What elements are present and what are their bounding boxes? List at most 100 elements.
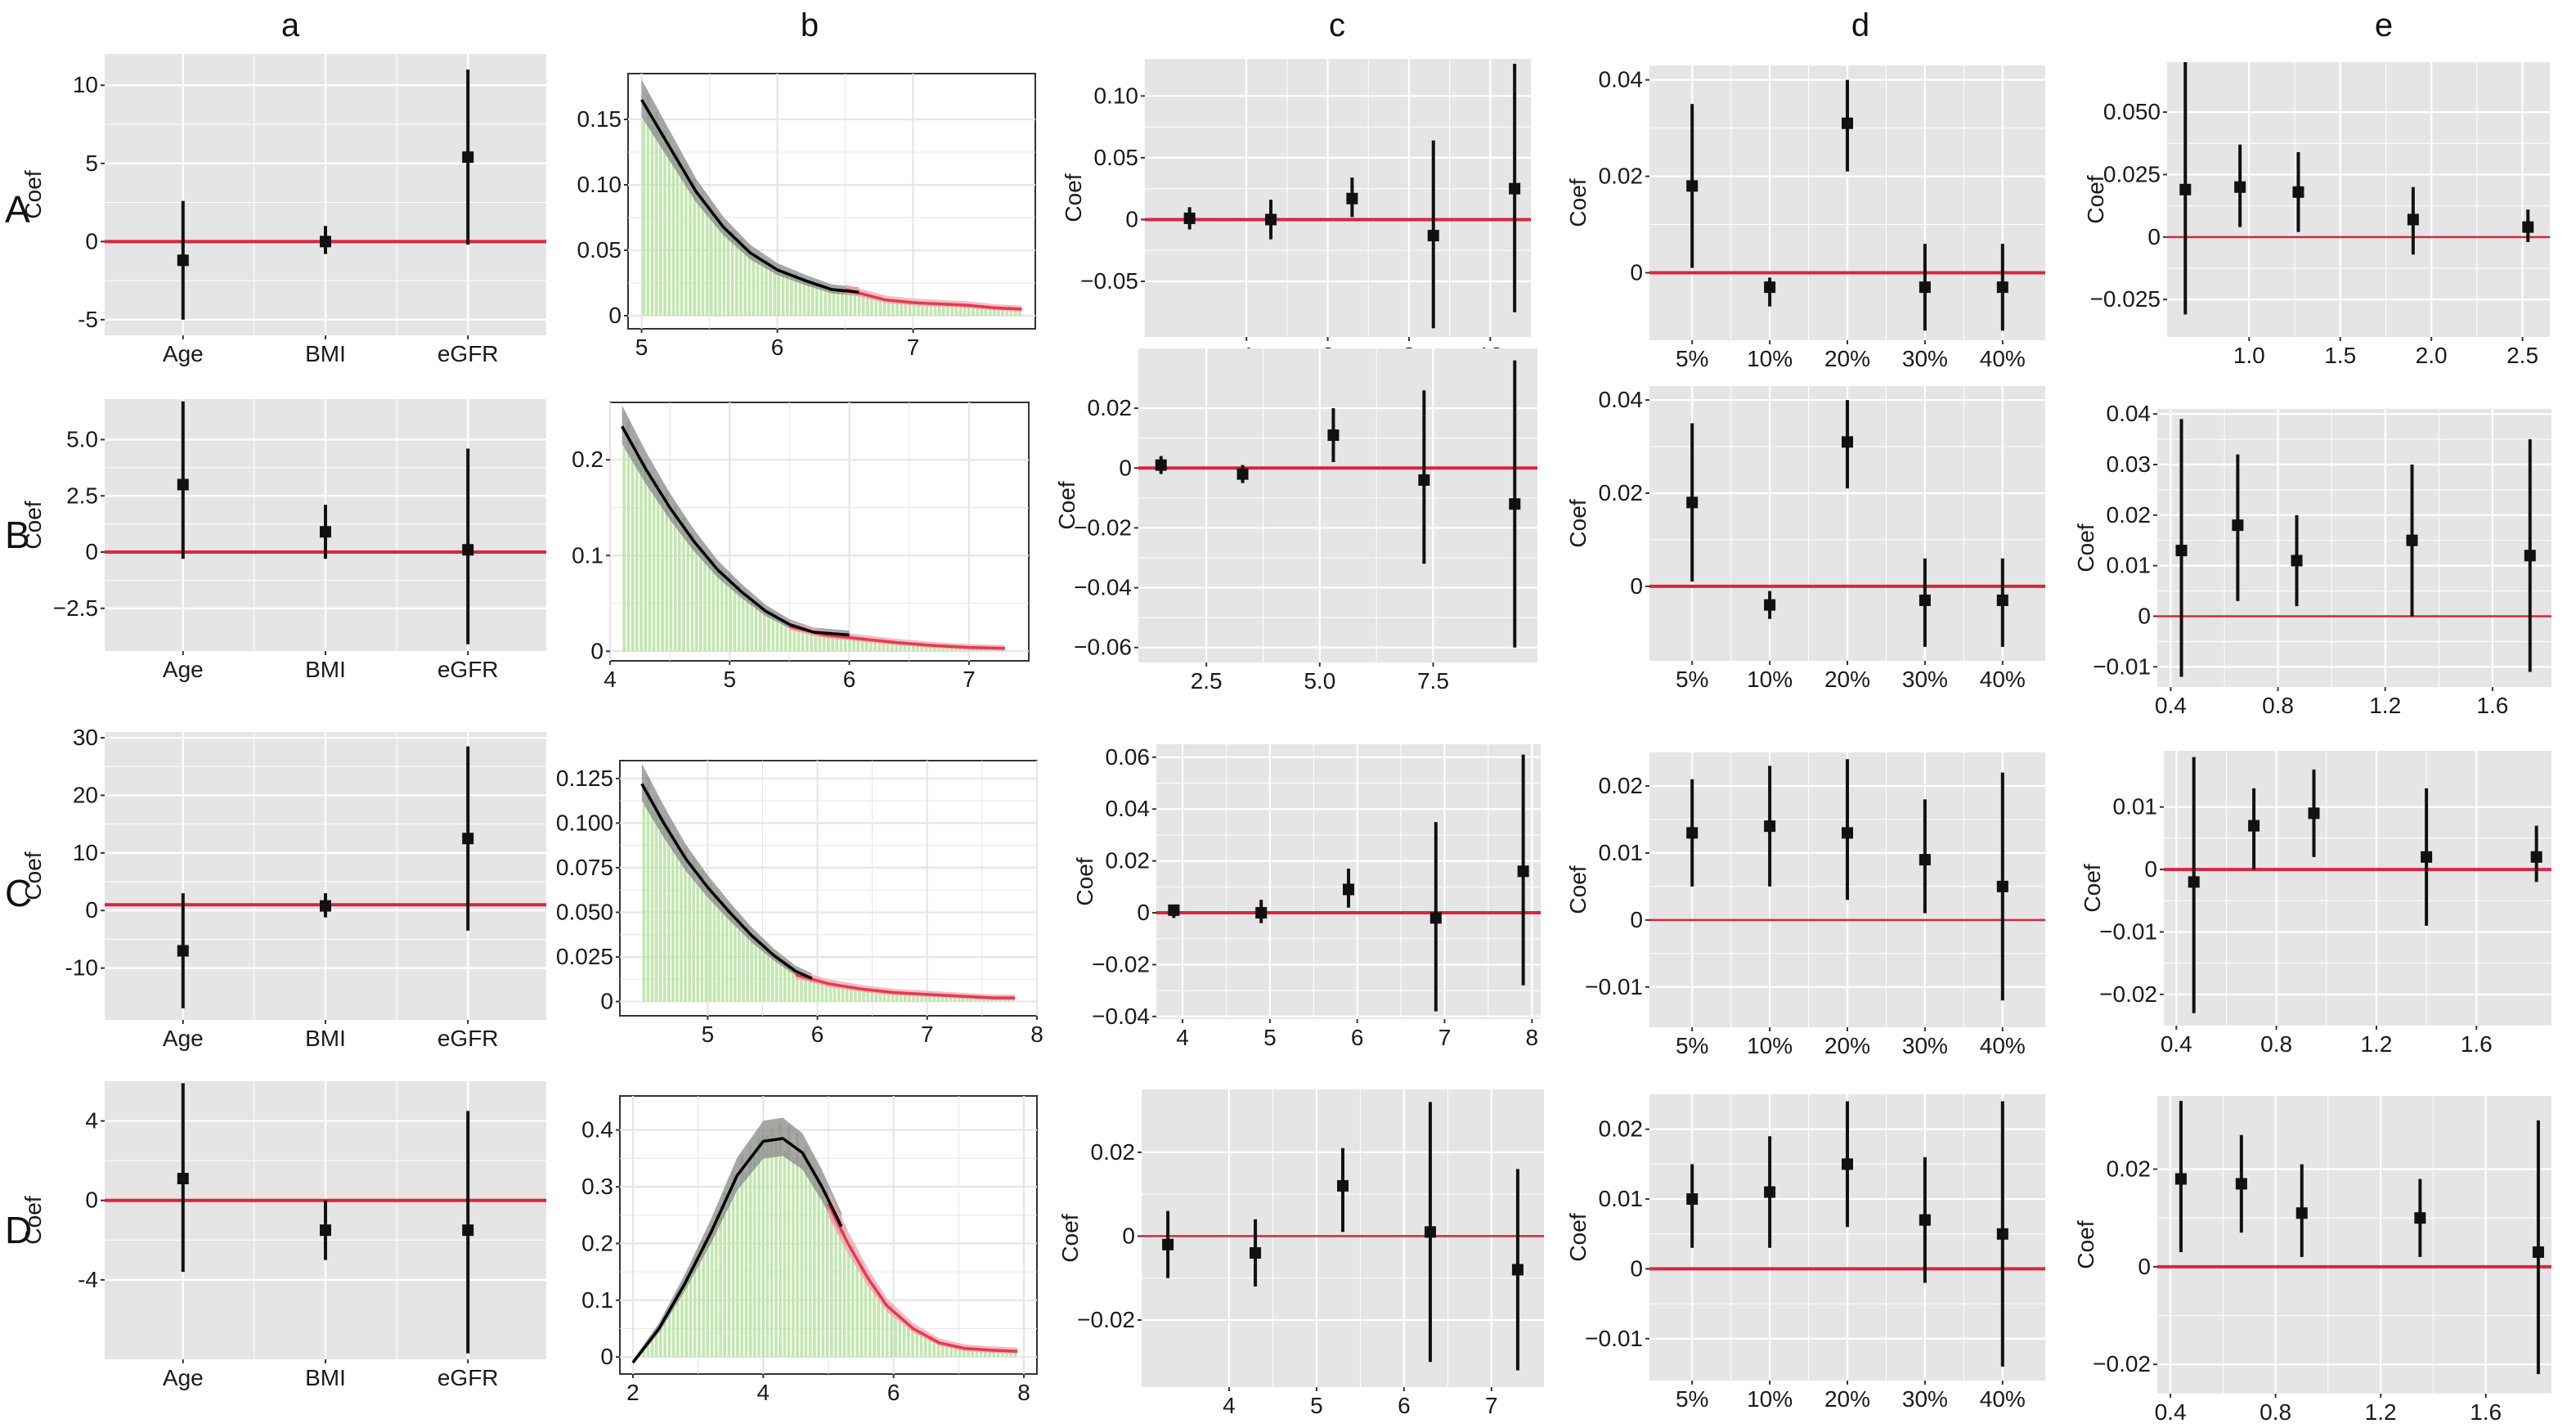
histogram-bar — [779, 960, 783, 1002]
x-tick-label: 20% — [1824, 667, 1870, 692]
histogram-bar — [754, 602, 758, 652]
histogram-bar — [954, 305, 958, 316]
data-point — [2530, 851, 2542, 863]
histogram-bar — [891, 991, 895, 1002]
histogram-bar — [1005, 1350, 1008, 1358]
histogram-bar — [920, 644, 924, 652]
histogram-bar — [984, 1349, 987, 1358]
histogram-bar — [760, 260, 764, 316]
histogram-bar — [715, 1215, 718, 1358]
histogram-bar — [928, 1336, 931, 1358]
histogram-bar — [912, 993, 915, 1002]
histogram-bar — [654, 797, 658, 1002]
y-tick-label: 0 — [1137, 900, 1150, 925]
y-tick-label: 0 — [2138, 1254, 2151, 1279]
histogram-bar — [894, 1316, 898, 1358]
y-tick-label: −0.02 — [1092, 951, 1150, 977]
data-point — [320, 526, 331, 538]
density-curve-black — [640, 99, 859, 294]
x-tick-label: 8 — [1017, 1380, 1030, 1405]
x-tick-label: 2.5 — [1191, 668, 1223, 694]
histogram-bar — [912, 644, 915, 652]
panel-background — [1145, 59, 1531, 337]
histogram-bar — [652, 478, 656, 652]
y-tick-label: 0 — [1630, 907, 1643, 932]
y-axis-title: Coef — [20, 851, 46, 900]
data-point — [1168, 904, 1180, 916]
panel-background — [1142, 1089, 1544, 1387]
y-tick-label: 0 — [2138, 603, 2151, 628]
histogram-bar — [882, 641, 886, 652]
y-tick-label: −0.06 — [1074, 635, 1132, 660]
histogram-bar — [997, 307, 1000, 316]
data-point — [1842, 117, 1853, 129]
data-point — [1424, 1226, 1436, 1238]
histogram-bar — [716, 573, 720, 652]
histogram-bar — [792, 1161, 795, 1358]
data-point — [2532, 1246, 2544, 1258]
x-tick-label: 10% — [1747, 346, 1793, 371]
histogram-bar — [925, 303, 928, 316]
x-tick-label: 10% — [1747, 667, 1793, 692]
histogram-bar — [727, 1198, 731, 1358]
y-tick-label: 5 — [85, 150, 98, 176]
histogram-bar — [963, 305, 967, 316]
y-tick-label: 0.05 — [1094, 145, 1139, 170]
row-label-C: C — [5, 872, 32, 914]
histogram-bar — [827, 635, 830, 652]
data-point — [462, 544, 474, 556]
histogram-bar — [747, 246, 752, 316]
histogram-bar — [822, 633, 826, 652]
x-tick-label: eGFR — [438, 1026, 499, 1051]
histogram-bar — [622, 447, 626, 652]
x-tick-label: 20% — [1824, 1033, 1870, 1058]
histogram-bar — [873, 1283, 876, 1358]
x-tick-label: 0.8 — [2260, 1399, 2291, 1425]
x-tick-label: BMI — [305, 341, 346, 366]
x-tick-label: 5 — [1263, 1025, 1277, 1050]
histogram-bar — [870, 295, 873, 316]
histogram-bar — [684, 164, 688, 316]
histogram-bar — [689, 189, 692, 316]
histogram-bar — [802, 277, 806, 316]
histogram-bar — [1009, 1350, 1013, 1358]
x-tick-label: 30% — [1902, 667, 1948, 692]
y-axis-title: Coef — [1057, 1214, 1083, 1262]
histogram-bar — [661, 498, 664, 652]
histogram-bar — [928, 994, 932, 1002]
histogram-bar — [812, 978, 816, 1002]
histogram-bar — [736, 1188, 739, 1358]
histogram-bar — [746, 925, 749, 1002]
x-tick-label: 2.0 — [2416, 343, 2448, 368]
data-point — [462, 1224, 474, 1237]
histogram-bar — [818, 634, 822, 652]
histogram-bar — [839, 633, 843, 652]
data-point — [1346, 192, 1358, 204]
histogram-bar — [828, 982, 832, 1002]
x-tick-label: BMI — [305, 1365, 346, 1390]
histogram-bar — [953, 995, 957, 1002]
histogram-bar — [949, 995, 953, 1002]
data-point — [2421, 851, 2433, 863]
y-tick-label: 0.025 — [2103, 161, 2161, 186]
histogram-bar — [940, 1344, 945, 1358]
histogram-bar — [739, 238, 743, 316]
histogram-bar — [886, 992, 891, 1002]
y-tick-label: −0.04 — [1092, 1004, 1150, 1029]
histogram-bar — [878, 297, 882, 316]
histogram-bar — [907, 643, 911, 652]
histogram-bar — [689, 1278, 693, 1358]
y-tick-label: 0.04 — [2107, 401, 2152, 426]
histogram-bar — [771, 617, 775, 652]
histogram-bar — [659, 1324, 662, 1358]
histogram-bar — [686, 535, 690, 652]
histogram-bar — [779, 622, 783, 652]
x-tick-label: 5.0 — [1304, 668, 1335, 694]
histogram-bar — [916, 993, 919, 1002]
histogram-bar — [928, 645, 932, 652]
y-tick-label: 0.075 — [556, 855, 613, 880]
histogram-bar — [933, 644, 936, 652]
histogram-bar — [688, 871, 691, 1002]
y-tick-label: 0.10 — [577, 172, 622, 197]
histogram-bar — [912, 301, 916, 316]
